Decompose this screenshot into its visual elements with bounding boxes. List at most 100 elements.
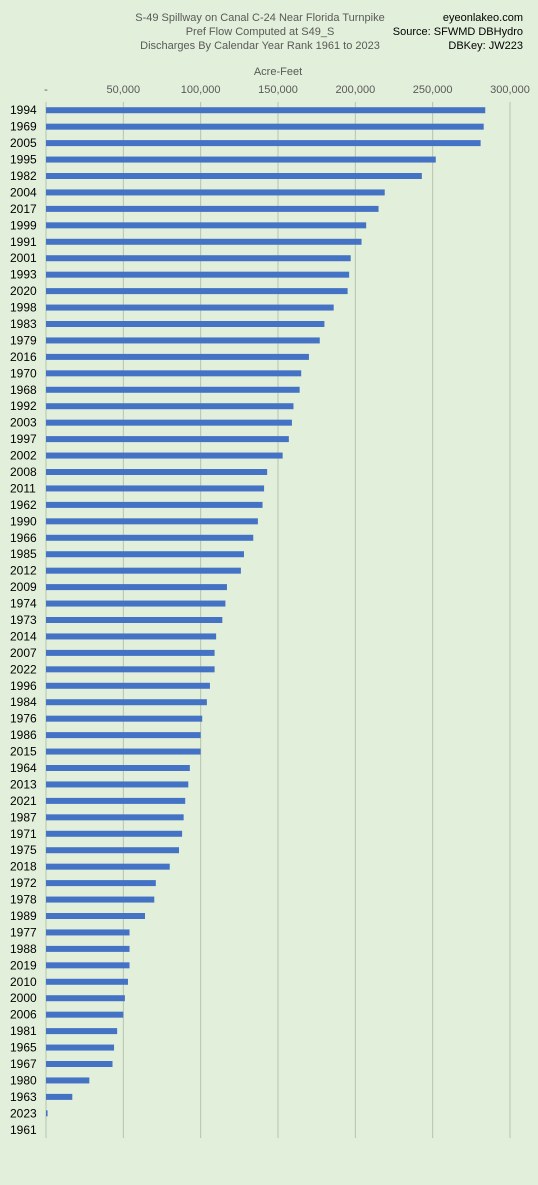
bar-2002 [46,452,283,459]
bar-2011 [46,485,265,492]
bar-2020 [46,288,348,295]
bar-1976 [46,715,203,722]
category-labels: 1994 1969 2005 1995 1982 2004 2017 1999 1991 2001… [10,103,37,1137]
category-label-1992: 1992 [10,399,37,413]
chart-title-line-1: S-49 Spillway on Canal C-24 Near Florida… [135,12,384,24]
bar-1997 [46,436,289,443]
category-label-1983: 1983 [10,317,37,331]
bar-1988 [46,945,130,952]
x-tick-label: 300,000 [490,84,530,96]
bar-2005 [46,140,481,147]
bar-1980 [46,1077,90,1084]
category-label-1965: 1965 [10,1041,37,1055]
bar-1983 [46,321,325,327]
bar-2003 [46,419,292,426]
bar-2016 [46,353,309,360]
bar-1981 [46,1028,118,1035]
category-label-2004: 2004 [10,185,37,199]
bar-1962 [46,501,263,508]
category-label-2011: 2011 [10,481,36,495]
bar-2014 [46,633,217,640]
category-label-2007: 2007 [10,646,37,660]
category-label-2008: 2008 [10,465,37,479]
bar-1967 [46,1061,113,1067]
category-label-2005: 2005 [10,136,37,150]
category-label-1998: 1998 [10,301,37,315]
category-label-1993: 1993 [10,268,37,282]
bar-1970 [46,370,302,377]
category-label-2006: 2006 [10,1008,37,1022]
bar-1986 [46,732,201,739]
category-label-1994: 1994 [10,103,37,117]
bar-1975 [46,847,180,854]
category-label-1962: 1962 [10,498,37,512]
category-label-2018: 2018 [10,860,37,874]
bar-2010 [46,978,128,985]
bar-2009 [46,584,227,591]
bar-1984 [46,699,207,706]
category-label-2000: 2000 [10,991,37,1005]
bar-2007 [46,649,215,656]
bar-2018 [46,863,170,870]
x-tick-label: - [44,84,48,96]
category-label-1969: 1969 [10,120,37,134]
bar-1991 [46,238,362,245]
bar-2000 [46,995,125,1002]
bar-2015 [46,748,201,755]
category-label-2021: 2021 [10,794,37,808]
bar-1987 [46,814,184,821]
bar-1968 [46,386,300,393]
bar-1989 [46,913,145,919]
category-label-1961: 1961 [10,1123,37,1137]
chart-title-line-2: Pref Flow Computed at S49_S [186,26,335,38]
bar-1966 [46,534,254,541]
category-label-1975: 1975 [10,843,37,857]
bar-1963 [46,1093,73,1100]
chart-title: S-49 Spillway on Canal C-24 Near Florida… [135,12,384,52]
category-label-1988: 1988 [10,942,37,956]
bar-1998 [46,304,334,311]
category-label-1966: 1966 [10,531,37,545]
category-label-2023: 2023 [10,1106,37,1120]
x-axis-ticks: - 50,000 100,000 150,000 200,000 250,000 300,0… [44,84,530,96]
category-label-1984: 1984 [10,695,37,709]
bar-2021 [46,797,186,804]
bar-2013 [46,781,189,788]
category-label-1977: 1977 [10,925,37,939]
bar-1994 [46,107,486,114]
category-label-1989: 1989 [10,909,37,923]
bar-2012 [46,567,241,574]
category-label-1980: 1980 [10,1073,37,1087]
bar-2008 [46,469,268,475]
bar-1964 [46,765,190,771]
bar-2006 [46,1011,124,1018]
category-label-1996: 1996 [10,679,37,693]
category-label-1999: 1999 [10,218,37,232]
category-label-1971: 1971 [10,827,37,841]
category-label-2015: 2015 [10,745,37,759]
category-label-2010: 2010 [10,975,37,989]
x-axis-title: Acre-Feet [254,66,302,78]
category-label-1974: 1974 [10,597,37,611]
bar-1965 [46,1044,115,1051]
category-label-1972: 1972 [10,876,37,890]
bar-1969 [46,123,484,130]
category-label-1967: 1967 [10,1057,37,1071]
category-label-1997: 1997 [10,432,37,446]
category-label-1963: 1963 [10,1090,37,1104]
category-label-2012: 2012 [10,564,37,578]
bar-1999 [46,222,367,229]
category-label-2009: 2009 [10,580,37,594]
category-label-2022: 2022 [10,662,37,676]
bar-1996 [46,682,210,689]
bar-1971 [46,830,183,837]
bar-2023 [46,1110,48,1117]
category-label-1968: 1968 [10,383,37,397]
bar-1985 [46,551,244,558]
category-label-1978: 1978 [10,893,37,907]
category-label-1970: 1970 [10,366,37,380]
bars [46,107,486,1117]
bar-2001 [46,255,351,262]
source-line-2: Source: SFWMD DBHydro [393,26,523,38]
